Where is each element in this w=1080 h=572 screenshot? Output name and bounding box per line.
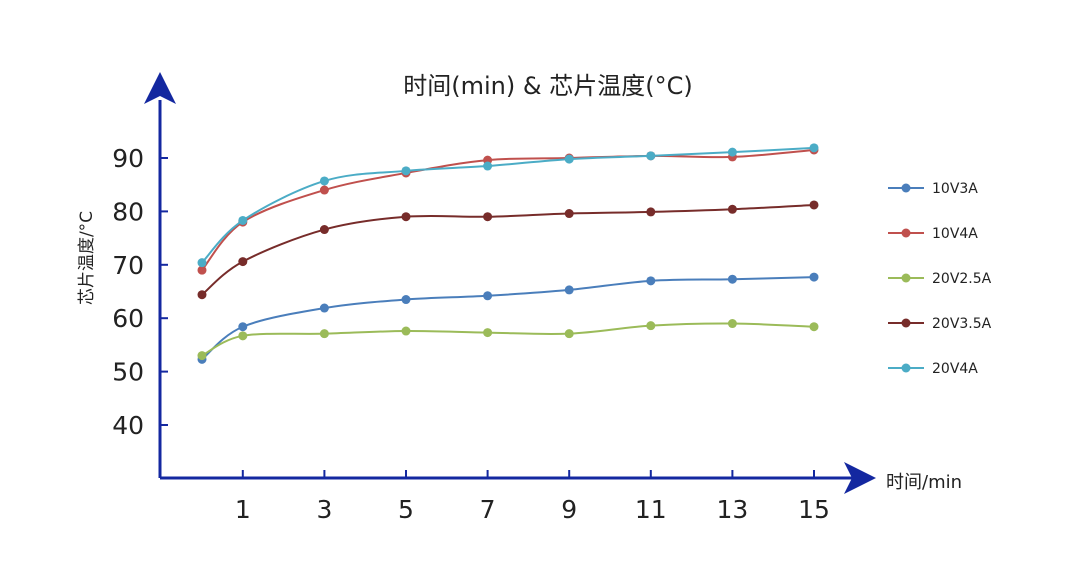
legend-label: 20V2.5A	[932, 271, 992, 287]
y-axis-arrow-icon	[144, 72, 176, 104]
data-point	[401, 166, 411, 176]
data-point	[483, 291, 493, 301]
data-point	[319, 225, 329, 235]
data-point	[646, 321, 656, 331]
data-point	[483, 212, 493, 222]
legend-label: 10V4A	[932, 226, 978, 242]
y-tick-label: 50	[112, 358, 144, 387]
data-point	[238, 322, 248, 332]
legend-label: 20V4A	[932, 361, 978, 377]
data-point	[483, 328, 493, 338]
legend-marker	[901, 273, 911, 283]
data-point	[197, 265, 207, 275]
series-line-10V3A	[201, 276, 815, 361]
data-point	[401, 212, 411, 222]
y-tick-label: 80	[112, 197, 144, 226]
y-tick-label: 60	[112, 304, 144, 333]
legend-marker	[901, 228, 911, 238]
data-point	[809, 143, 819, 153]
data-point	[564, 329, 574, 339]
data-point	[238, 331, 248, 341]
y-tick-label: 40	[112, 411, 144, 440]
data-point	[238, 215, 248, 225]
data-point	[197, 351, 207, 361]
data-point	[646, 151, 656, 161]
legend-marker	[901, 318, 911, 328]
data-point	[401, 326, 411, 336]
data-point	[319, 329, 329, 339]
data-point	[197, 290, 207, 300]
x-tick-label: 1	[235, 495, 251, 524]
data-point	[809, 200, 819, 210]
series-line-20V2.5A	[201, 322, 815, 357]
series-line-20V4A	[201, 146, 815, 264]
data-point	[727, 147, 737, 157]
data-point	[727, 319, 737, 329]
x-tick-label: 5	[398, 495, 414, 524]
series-line-20V3.5A	[201, 203, 815, 296]
legend-label: 20V3.5A	[932, 316, 992, 332]
data-point	[483, 161, 493, 171]
y-axis-label: 芯片温度/°C	[77, 211, 97, 305]
data-point	[646, 276, 656, 286]
x-tick-label: 15	[798, 495, 830, 524]
data-point	[319, 303, 329, 313]
data-point	[646, 207, 656, 217]
x-tick-label: 3	[316, 495, 332, 524]
data-point	[319, 185, 329, 195]
data-point	[319, 176, 329, 186]
data-point	[564, 285, 574, 295]
x-tick-label: 7	[480, 495, 496, 524]
data-point	[564, 154, 574, 164]
data-point	[564, 209, 574, 219]
data-point	[727, 204, 737, 214]
data-point	[809, 272, 819, 282]
data-point	[238, 257, 248, 267]
legend-label: 10V3A	[932, 181, 978, 197]
data-point	[809, 322, 819, 332]
chart-title: 时间(min) & 芯片温度(°C)	[403, 72, 692, 100]
data-point	[401, 295, 411, 305]
y-tick-label: 90	[112, 144, 144, 173]
x-tick-label: 9	[561, 495, 577, 524]
data-point	[727, 274, 737, 284]
x-axis-label: 时间/min	[886, 472, 962, 493]
x-tick-label: 11	[635, 495, 667, 524]
x-tick-label: 13	[716, 495, 748, 524]
data-point	[197, 258, 207, 268]
x-axis-arrow-icon	[844, 462, 876, 494]
legend-marker	[901, 183, 911, 193]
y-tick-label: 70	[112, 251, 144, 280]
legend-marker	[901, 363, 911, 373]
